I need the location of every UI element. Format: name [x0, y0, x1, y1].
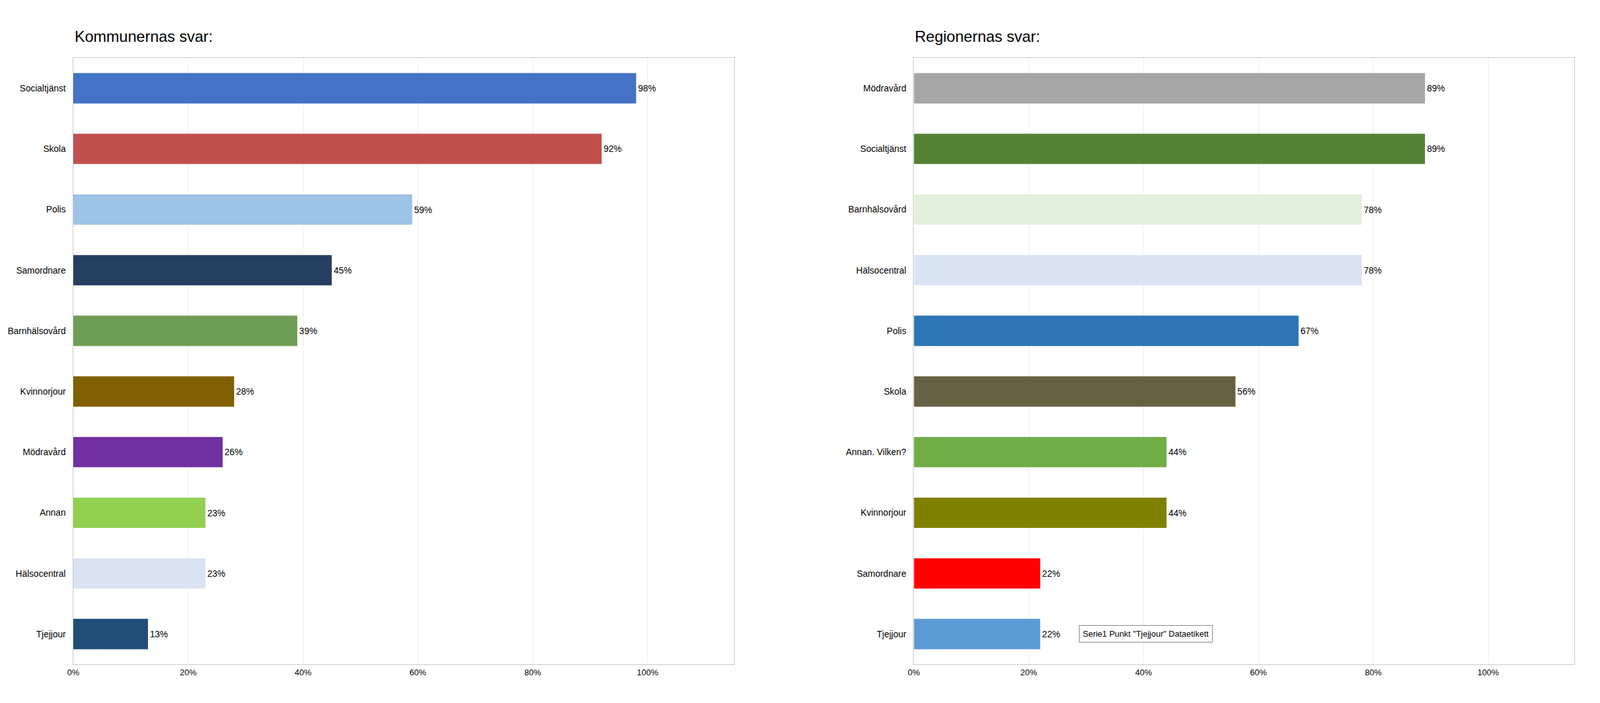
- svg-text:Barnhälsovård: Barnhälsovård: [7, 325, 66, 336]
- svg-text:22%: 22%: [1042, 568, 1061, 579]
- svg-text:28%: 28%: [236, 386, 255, 397]
- svg-text:Mödravård: Mödravård: [863, 82, 907, 94]
- svg-text:Skola: Skola: [883, 386, 907, 397]
- svg-text:44%: 44%: [1168, 507, 1187, 518]
- svg-text:Mödravård: Mödravård: [22, 446, 66, 457]
- svg-text:40%: 40%: [1135, 667, 1153, 677]
- svg-text:0%: 0%: [907, 667, 920, 677]
- svg-text:89%: 89%: [1426, 82, 1445, 94]
- svg-text:Skola: Skola: [43, 143, 66, 154]
- svg-text:13%: 13%: [149, 628, 168, 639]
- svg-text:23%: 23%: [207, 507, 226, 518]
- svg-text:Hälsocentral: Hälsocentral: [15, 568, 66, 579]
- svg-text:60%: 60%: [1250, 667, 1267, 677]
- svg-text:Samordnare: Samordnare: [16, 265, 66, 276]
- svg-text:78%: 78%: [1363, 204, 1382, 215]
- svg-text:39%: 39%: [299, 325, 318, 336]
- svg-text:Kommunernas svar:: Kommunernas svar:: [74, 27, 213, 46]
- svg-text:Annan: Annan: [39, 506, 66, 518]
- svg-text:89%: 89%: [1426, 143, 1445, 154]
- svg-text:Tjejjour: Tjejjour: [36, 628, 66, 639]
- svg-text:60%: 60%: [409, 667, 427, 677]
- svg-text:Polis: Polis: [886, 325, 906, 336]
- svg-text:45%: 45%: [333, 265, 352, 276]
- svg-text:44%: 44%: [1168, 446, 1187, 457]
- svg-text:100%: 100%: [1477, 667, 1499, 677]
- svg-text:78%: 78%: [1363, 265, 1382, 276]
- svg-text:Annan. Vilken?: Annan. Vilken?: [845, 446, 907, 457]
- svg-text:92%: 92%: [603, 143, 622, 154]
- svg-text:Socialtjänst: Socialtjänst: [19, 82, 67, 94]
- svg-text:Tjejjour: Tjejjour: [876, 628, 907, 639]
- svg-text:56%: 56%: [1237, 386, 1256, 397]
- svg-text:40%: 40%: [294, 667, 312, 677]
- svg-text:20%: 20%: [1020, 667, 1038, 677]
- svg-text:100%: 100%: [636, 667, 659, 677]
- svg-text:Samordnare: Samordnare: [856, 568, 907, 579]
- svg-text:Regionernas svar:: Regionernas svar:: [914, 27, 1041, 46]
- svg-text:Kvinnorjour: Kvinnorjour: [19, 386, 66, 397]
- svg-text:Polis: Polis: [46, 203, 66, 215]
- svg-text:67%: 67%: [1300, 325, 1319, 336]
- svg-text:Barnhälsovård: Barnhälsovård: [847, 203, 906, 215]
- svg-text:Kvinnorjour: Kvinnorjour: [860, 506, 907, 518]
- svg-text:0%: 0%: [67, 667, 80, 677]
- svg-text:23%: 23%: [207, 568, 226, 579]
- svg-text:80%: 80%: [1365, 667, 1382, 677]
- svg-text:59%: 59%: [414, 204, 433, 215]
- svg-text:80%: 80%: [524, 667, 542, 677]
- svg-text:22%: 22%: [1042, 628, 1061, 639]
- svg-text:Hälsocentral: Hälsocentral: [856, 265, 907, 276]
- svg-text:26%: 26%: [224, 446, 243, 457]
- svg-text:98%: 98%: [638, 82, 657, 94]
- svg-text:Socialtjänst: Socialtjänst: [860, 143, 907, 154]
- svg-text:20%: 20%: [180, 667, 197, 677]
- svg-text:Serie1 Punkt "Tjejjour" Dataet: Serie1 Punkt "Tjejjour" Dataetikett: [1082, 628, 1209, 639]
